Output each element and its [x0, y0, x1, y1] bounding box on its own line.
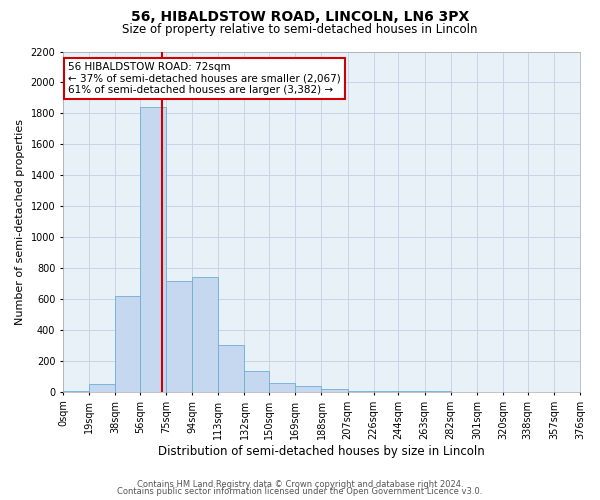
Bar: [89, 384, 115, 392]
Bar: [115, 296, 140, 392]
Bar: [374, 390, 398, 392]
Bar: [140, 107, 166, 392]
Text: 56 HIBALDSTOW ROAD: 72sqm
← 37% of semi-detached houses are smaller (2,067)
61% : 56 HIBALDSTOW ROAD: 72sqm ← 37% of semi-…: [68, 62, 341, 95]
Bar: [63, 391, 89, 392]
Bar: [244, 371, 269, 392]
Bar: [269, 382, 295, 392]
Bar: [322, 388, 347, 392]
Bar: [398, 391, 425, 392]
Text: Size of property relative to semi-detached houses in Lincoln: Size of property relative to semi-detach…: [122, 22, 478, 36]
X-axis label: Distribution of semi-detached houses by size in Lincoln: Distribution of semi-detached houses by …: [158, 444, 485, 458]
Bar: [166, 280, 192, 392]
Bar: [218, 344, 244, 392]
Y-axis label: Number of semi-detached properties: Number of semi-detached properties: [15, 118, 25, 324]
Text: 56, HIBALDSTOW ROAD, LINCOLN, LN6 3PX: 56, HIBALDSTOW ROAD, LINCOLN, LN6 3PX: [131, 10, 469, 24]
Bar: [347, 390, 374, 392]
Text: Contains public sector information licensed under the Open Government Licence v3: Contains public sector information licen…: [118, 487, 482, 496]
Text: Contains HM Land Registry data © Crown copyright and database right 2024.: Contains HM Land Registry data © Crown c…: [137, 480, 463, 489]
Bar: [192, 278, 218, 392]
Bar: [295, 386, 322, 392]
